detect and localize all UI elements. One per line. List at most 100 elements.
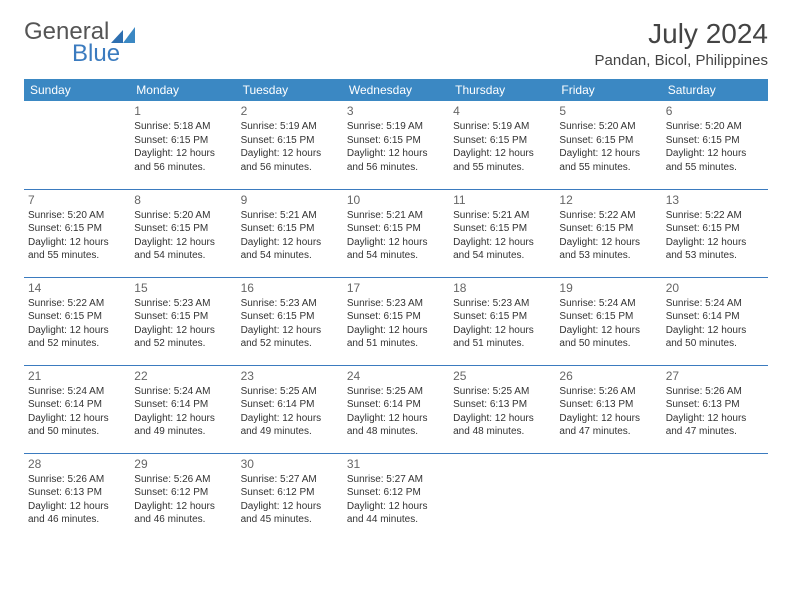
day-number: 2 — [241, 103, 339, 119]
sunset-line: Sunset: 6:15 PM — [134, 310, 232, 324]
sunrise-line: Sunrise: 5:23 AM — [241, 297, 339, 311]
day-cell: 16Sunrise: 5:23 AMSunset: 6:15 PMDayligh… — [237, 277, 343, 365]
day-number: 27 — [666, 368, 764, 384]
sunrise-line: Sunrise: 5:20 AM — [666, 120, 764, 134]
weekday-header: Thursday — [449, 79, 555, 101]
day-number: 22 — [134, 368, 232, 384]
sunset-line: Sunset: 6:15 PM — [347, 134, 445, 148]
day-number: 1 — [134, 103, 232, 119]
day-cell: 21Sunrise: 5:24 AMSunset: 6:14 PMDayligh… — [24, 365, 130, 453]
day-cell: 12Sunrise: 5:22 AMSunset: 6:15 PMDayligh… — [555, 189, 661, 277]
sunrise-line: Sunrise: 5:22 AM — [666, 209, 764, 223]
day-cell: 31Sunrise: 5:27 AMSunset: 6:12 PMDayligh… — [343, 453, 449, 541]
day-cell: 27Sunrise: 5:26 AMSunset: 6:13 PMDayligh… — [662, 365, 768, 453]
empty-cell — [449, 453, 555, 541]
daylight-line: Daylight: 12 hours and 47 minutes. — [559, 412, 657, 439]
day-cell: 14Sunrise: 5:22 AMSunset: 6:15 PMDayligh… — [24, 277, 130, 365]
sunset-line: Sunset: 6:15 PM — [453, 310, 551, 324]
day-number: 23 — [241, 368, 339, 384]
sunset-line: Sunset: 6:15 PM — [28, 222, 126, 236]
day-number: 20 — [666, 280, 764, 296]
day-number: 17 — [347, 280, 445, 296]
daylight-line: Daylight: 12 hours and 51 minutes. — [453, 324, 551, 351]
day-cell: 15Sunrise: 5:23 AMSunset: 6:15 PMDayligh… — [130, 277, 236, 365]
weekday-header: Friday — [555, 79, 661, 101]
day-number: 31 — [347, 456, 445, 472]
sunset-line: Sunset: 6:14 PM — [347, 398, 445, 412]
day-number: 9 — [241, 192, 339, 208]
day-number: 10 — [347, 192, 445, 208]
sunset-line: Sunset: 6:15 PM — [134, 222, 232, 236]
daylight-line: Daylight: 12 hours and 46 minutes. — [28, 500, 126, 527]
sunrise-line: Sunrise: 5:24 AM — [134, 385, 232, 399]
daylight-line: Daylight: 12 hours and 54 minutes. — [453, 236, 551, 263]
sunset-line: Sunset: 6:12 PM — [347, 486, 445, 500]
daylight-line: Daylight: 12 hours and 50 minutes. — [666, 324, 764, 351]
daylight-line: Daylight: 12 hours and 52 minutes. — [28, 324, 126, 351]
sunrise-line: Sunrise: 5:25 AM — [453, 385, 551, 399]
sunset-line: Sunset: 6:12 PM — [134, 486, 232, 500]
location-text: Pandan, Bicol, Philippines — [595, 52, 768, 69]
weekday-header-row: Sunday Monday Tuesday Wednesday Thursday… — [24, 79, 768, 101]
empty-cell — [662, 453, 768, 541]
day-cell: 8Sunrise: 5:20 AMSunset: 6:15 PMDaylight… — [130, 189, 236, 277]
sunrise-line: Sunrise: 5:27 AM — [347, 473, 445, 487]
day-number: 14 — [28, 280, 126, 296]
day-number: 6 — [666, 103, 764, 119]
weekday-header: Sunday — [24, 79, 130, 101]
day-cell: 11Sunrise: 5:21 AMSunset: 6:15 PMDayligh… — [449, 189, 555, 277]
daylight-line: Daylight: 12 hours and 55 minutes. — [559, 147, 657, 174]
day-cell: 23Sunrise: 5:25 AMSunset: 6:14 PMDayligh… — [237, 365, 343, 453]
sunrise-line: Sunrise: 5:19 AM — [241, 120, 339, 134]
day-number: 5 — [559, 103, 657, 119]
page-header: GeneralBlue July 2024 Pandan, Bicol, Phi… — [24, 18, 768, 69]
calendar-row: 28Sunrise: 5:26 AMSunset: 6:13 PMDayligh… — [24, 453, 768, 541]
day-cell: 30Sunrise: 5:27 AMSunset: 6:12 PMDayligh… — [237, 453, 343, 541]
brand-text-blue: Blue — [72, 40, 137, 68]
daylight-line: Daylight: 12 hours and 54 minutes. — [241, 236, 339, 263]
day-cell: 26Sunrise: 5:26 AMSunset: 6:13 PMDayligh… — [555, 365, 661, 453]
day-number: 3 — [347, 103, 445, 119]
sunset-line: Sunset: 6:15 PM — [453, 222, 551, 236]
sunset-line: Sunset: 6:15 PM — [559, 310, 657, 324]
day-cell: 29Sunrise: 5:26 AMSunset: 6:12 PMDayligh… — [130, 453, 236, 541]
daylight-line: Daylight: 12 hours and 56 minutes. — [241, 147, 339, 174]
sunrise-line: Sunrise: 5:19 AM — [347, 120, 445, 134]
sunset-line: Sunset: 6:14 PM — [241, 398, 339, 412]
day-cell: 20Sunrise: 5:24 AMSunset: 6:14 PMDayligh… — [662, 277, 768, 365]
sunset-line: Sunset: 6:13 PM — [559, 398, 657, 412]
day-cell: 22Sunrise: 5:24 AMSunset: 6:14 PMDayligh… — [130, 365, 236, 453]
sunset-line: Sunset: 6:15 PM — [241, 310, 339, 324]
weekday-header: Tuesday — [237, 79, 343, 101]
daylight-line: Daylight: 12 hours and 53 minutes. — [559, 236, 657, 263]
daylight-line: Daylight: 12 hours and 55 minutes. — [453, 147, 551, 174]
day-number: 8 — [134, 192, 232, 208]
day-number: 11 — [453, 192, 551, 208]
sunrise-line: Sunrise: 5:24 AM — [559, 297, 657, 311]
empty-cell — [24, 101, 130, 189]
sunrise-line: Sunrise: 5:20 AM — [28, 209, 126, 223]
sunrise-line: Sunrise: 5:21 AM — [347, 209, 445, 223]
month-title: July 2024 — [595, 18, 768, 50]
sunrise-line: Sunrise: 5:20 AM — [134, 209, 232, 223]
sunset-line: Sunset: 6:13 PM — [453, 398, 551, 412]
weekday-header: Wednesday — [343, 79, 449, 101]
day-number: 15 — [134, 280, 232, 296]
calendar-row: 1Sunrise: 5:18 AMSunset: 6:15 PMDaylight… — [24, 101, 768, 189]
daylight-line: Daylight: 12 hours and 50 minutes. — [28, 412, 126, 439]
daylight-line: Daylight: 12 hours and 52 minutes. — [134, 324, 232, 351]
day-cell: 1Sunrise: 5:18 AMSunset: 6:15 PMDaylight… — [130, 101, 236, 189]
sunset-line: Sunset: 6:14 PM — [134, 398, 232, 412]
day-number: 21 — [28, 368, 126, 384]
sunrise-line: Sunrise: 5:25 AM — [347, 385, 445, 399]
sunrise-line: Sunrise: 5:23 AM — [347, 297, 445, 311]
sunset-line: Sunset: 6:15 PM — [666, 222, 764, 236]
calendar-row: 21Sunrise: 5:24 AMSunset: 6:14 PMDayligh… — [24, 365, 768, 453]
sunrise-line: Sunrise: 5:21 AM — [453, 209, 551, 223]
daylight-line: Daylight: 12 hours and 45 minutes. — [241, 500, 339, 527]
sunset-line: Sunset: 6:14 PM — [28, 398, 126, 412]
day-cell: 28Sunrise: 5:26 AMSunset: 6:13 PMDayligh… — [24, 453, 130, 541]
day-cell: 6Sunrise: 5:20 AMSunset: 6:15 PMDaylight… — [662, 101, 768, 189]
sunset-line: Sunset: 6:12 PM — [241, 486, 339, 500]
day-cell: 4Sunrise: 5:19 AMSunset: 6:15 PMDaylight… — [449, 101, 555, 189]
